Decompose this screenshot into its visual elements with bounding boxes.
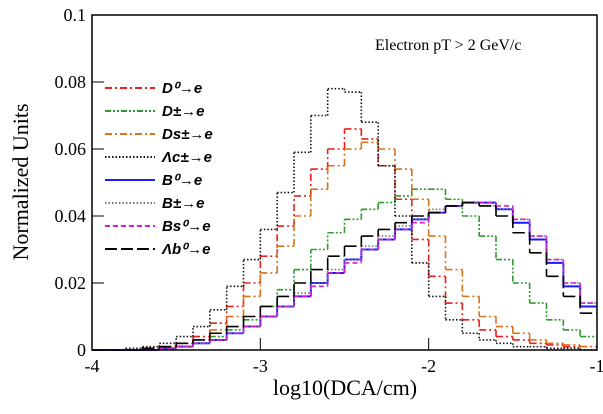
annotation: Electron pT > 2 GeV/c (375, 37, 521, 54)
y-tick-label: 0.1 (64, 5, 87, 25)
x-tick-label: -1 (590, 356, 603, 376)
x-tick-label: -3 (253, 356, 268, 376)
y-tick-label: 0 (77, 340, 86, 360)
legend-label: Bs⁰→e (162, 218, 211, 235)
legend-label: Λb⁰→e (161, 241, 211, 258)
y-tick-label: 0.02 (55, 273, 87, 293)
legend-label: D±→e (162, 103, 204, 120)
legend-label: B⁰→e (162, 172, 202, 189)
y-axis-label: Normalized Units (8, 103, 33, 260)
legend-label: Λc±→e (161, 149, 212, 166)
plot-frame (91, 14, 598, 351)
legend-label: B±→e (162, 195, 204, 212)
legend-label: Ds±→e (162, 126, 213, 143)
series (92, 201, 597, 351)
y-tick-label: 0.06 (55, 139, 87, 159)
x-tick-label: -2 (421, 356, 436, 376)
x-axis-label: log10(DCA/cm) (273, 375, 417, 400)
series (92, 87, 597, 351)
legend-label: D⁰→e (162, 80, 202, 97)
y-tick-label: 0.04 (55, 206, 87, 226)
y-tick-label: 0.08 (55, 72, 87, 92)
x-tick-label: -4 (85, 356, 100, 376)
